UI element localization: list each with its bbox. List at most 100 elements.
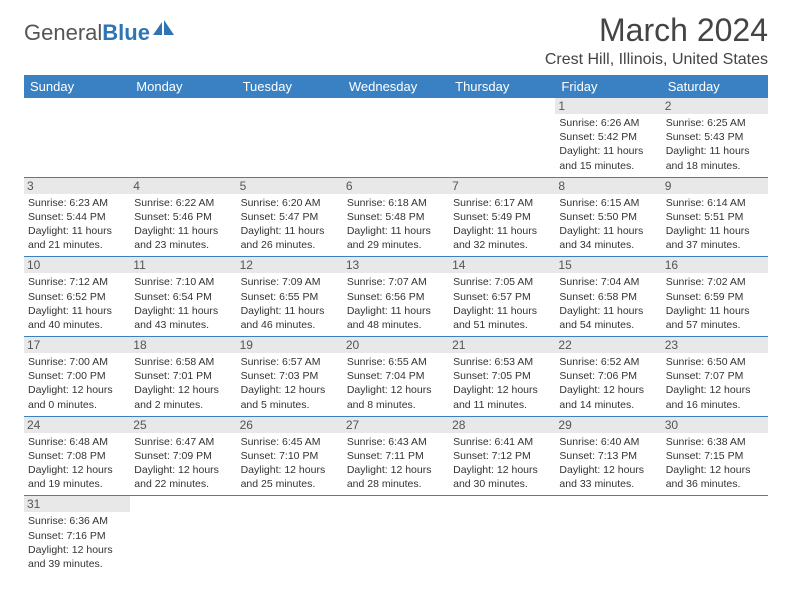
day-content: Sunrise: 6:45 AMSunset: 7:10 PMDaylight:… — [241, 435, 339, 492]
calendar-cell — [662, 496, 768, 575]
day-content: Sunrise: 7:04 AMSunset: 6:58 PMDaylight:… — [559, 275, 657, 332]
calendar-cell: 13 Sunrise: 7:07 AMSunset: 6:56 PMDayligh… — [343, 257, 449, 337]
calendar-cell: 14 Sunrise: 7:05 AMSunset: 6:57 PMDayligh… — [449, 257, 555, 337]
day-content: Sunrise: 6:55 AMSunset: 7:04 PMDaylight:… — [347, 355, 445, 412]
day-number: 12 — [237, 257, 343, 273]
calendar-week: 1Sunrise: 6:26 AMSunset: 5:42 PMDaylight… — [24, 98, 768, 177]
day-content: Sunrise: 7:09 AMSunset: 6:55 PMDaylight:… — [241, 275, 339, 332]
calendar-cell: 31Sunrise: 6:36 AMSunset: 7:16 PMDayligh… — [24, 496, 130, 575]
day-number: 31 — [24, 496, 130, 512]
day-number: 13 — [343, 257, 449, 273]
day-number: 19 — [237, 337, 343, 353]
day-content: Sunrise: 6:25 AMSunset: 5:43 PMDaylight:… — [666, 116, 764, 173]
calendar-cell: 5Sunrise: 6:20 AMSunset: 5:47 PMDaylight… — [237, 177, 343, 257]
day-number: 16 — [662, 257, 768, 273]
calendar-cell: 4 Sunrise: 6:22 AMSunset: 5:46 PMDaylight… — [130, 177, 236, 257]
header: GeneralBlue March 2024 Crest Hill, Illin… — [24, 12, 768, 69]
calendar-cell: 3 Sunrise: 6:23 AMSunset: 5:44 PMDaylight… — [24, 177, 130, 257]
day-number: 4 — [130, 178, 236, 194]
calendar-week: 31Sunrise: 6:36 AMSunset: 7:16 PMDayligh… — [24, 496, 768, 575]
day-header: Monday — [130, 75, 236, 98]
calendar-cell: 15Sunrise: 7:04 AMSunset: 6:58 PMDayligh… — [555, 257, 661, 337]
calendar-cell: 21 Sunrise: 6:53 AMSunset: 7:05 PMDayligh… — [449, 337, 555, 417]
calendar-cell — [24, 98, 130, 177]
calendar-cell: 17 Sunrise: 7:00 AMSunset: 7:00 PMDayligh… — [24, 337, 130, 417]
calendar-cell: 7Sunrise: 6:17 AMSunset: 5:49 PMDaylight… — [449, 177, 555, 257]
day-number: 3 — [24, 178, 130, 194]
calendar-cell — [130, 98, 236, 177]
calendar-cell: 25 Sunrise: 6:47 AMSunset: 7:09 PMDayligh… — [130, 416, 236, 496]
day-number: 25 — [130, 417, 236, 433]
day-content: Sunrise: 6:15 AMSunset: 5:50 PMDaylight:… — [559, 196, 657, 253]
day-content: Sunrise: 6:43 AMSunset: 7:11 PMDaylight:… — [347, 435, 445, 492]
calendar-body: 1Sunrise: 6:26 AMSunset: 5:42 PMDaylight… — [24, 98, 768, 575]
logo: GeneralBlue — [24, 20, 175, 46]
calendar-cell — [343, 496, 449, 575]
day-content: Sunrise: 6:52 AMSunset: 7:06 PMDaylight:… — [559, 355, 657, 412]
calendar-cell: 29Sunrise: 6:40 AMSunset: 7:13 PMDayligh… — [555, 416, 661, 496]
day-content: Sunrise: 6:48 AMSunset: 7:08 PMDaylight:… — [28, 435, 126, 492]
calendar-cell — [555, 496, 661, 575]
day-number: 17 — [24, 337, 130, 353]
calendar-cell — [449, 496, 555, 575]
month-title: March 2024 — [545, 12, 768, 49]
day-header: Saturday — [662, 75, 768, 98]
calendar-cell: 19 Sunrise: 6:57 AMSunset: 7:03 PMDayligh… — [237, 337, 343, 417]
calendar-week: 17 Sunrise: 7:00 AMSunset: 7:00 PMDayligh… — [24, 337, 768, 417]
day-number: 5 — [237, 178, 343, 194]
day-number: 2 — [662, 98, 768, 114]
day-number: 22 — [555, 337, 661, 353]
calendar-cell — [449, 98, 555, 177]
calendar-cell: 23 Sunrise: 6:50 AMSunset: 7:07 PMDayligh… — [662, 337, 768, 417]
day-header: Thursday — [449, 75, 555, 98]
location: Crest Hill, Illinois, United States — [545, 51, 768, 69]
calendar-week: 10Sunrise: 7:12 AMSunset: 6:52 PMDayligh… — [24, 257, 768, 337]
day-content: Sunrise: 7:10 AMSunset: 6:54 PMDaylight:… — [134, 275, 232, 332]
day-number: 20 — [343, 337, 449, 353]
day-content: Sunrise: 7:12 AMSunset: 6:52 PMDaylight:… — [28, 275, 126, 332]
calendar-cell: 1Sunrise: 6:26 AMSunset: 5:42 PMDaylight… — [555, 98, 661, 177]
day-content: Sunrise: 6:26 AMSunset: 5:42 PMDaylight:… — [559, 116, 657, 173]
day-content: Sunrise: 6:22 AMSunset: 5:46 PMDaylight:… — [134, 196, 232, 253]
day-content: Sunrise: 7:05 AMSunset: 6:57 PMDaylight:… — [453, 275, 551, 332]
day-content: Sunrise: 6:23 AMSunset: 5:44 PMDaylight:… — [28, 196, 126, 253]
day-header: Tuesday — [237, 75, 343, 98]
calendar-cell — [130, 496, 236, 575]
calendar-cell: 12 Sunrise: 7:09 AMSunset: 6:55 PMDayligh… — [237, 257, 343, 337]
day-header: Friday — [555, 75, 661, 98]
calendar-cell: 18Sunrise: 6:58 AMSunset: 7:01 PMDayligh… — [130, 337, 236, 417]
calendar-cell: 24Sunrise: 6:48 AMSunset: 7:08 PMDayligh… — [24, 416, 130, 496]
calendar-cell: 28Sunrise: 6:41 AMSunset: 7:12 PMDayligh… — [449, 416, 555, 496]
day-content: Sunrise: 7:00 AMSunset: 7:00 PMDaylight:… — [28, 355, 126, 412]
title-block: March 2024 Crest Hill, Illinois, United … — [545, 12, 768, 69]
day-content: Sunrise: 7:02 AMSunset: 6:59 PMDaylight:… — [666, 275, 764, 332]
logo-text-2: Blue — [102, 20, 150, 46]
calendar-cell: 22 Sunrise: 6:52 AMSunset: 7:06 PMDayligh… — [555, 337, 661, 417]
day-content: Sunrise: 6:57 AMSunset: 7:03 PMDaylight:… — [241, 355, 339, 412]
day-number: 21 — [449, 337, 555, 353]
day-number: 23 — [662, 337, 768, 353]
calendar-cell: 26Sunrise: 6:45 AMSunset: 7:10 PMDayligh… — [237, 416, 343, 496]
calendar-cell: 9Sunrise: 6:14 AMSunset: 5:51 PMDaylight… — [662, 177, 768, 257]
day-number: 30 — [662, 417, 768, 433]
day-number: 6 — [343, 178, 449, 194]
calendar-cell: 8Sunrise: 6:15 AMSunset: 5:50 PMDaylight… — [555, 177, 661, 257]
day-content: Sunrise: 6:50 AMSunset: 7:07 PMDaylight:… — [666, 355, 764, 412]
calendar-cell: 6Sunrise: 6:18 AMSunset: 5:48 PMDaylight… — [343, 177, 449, 257]
day-number: 7 — [449, 178, 555, 194]
day-content: Sunrise: 6:53 AMSunset: 7:05 PMDaylight:… — [453, 355, 551, 412]
day-content: Sunrise: 6:14 AMSunset: 5:51 PMDaylight:… — [666, 196, 764, 253]
day-header-row: SundayMondayTuesdayWednesdayThursdayFrid… — [24, 75, 768, 98]
day-content: Sunrise: 6:38 AMSunset: 7:15 PMDaylight:… — [666, 435, 764, 492]
calendar-cell: 10Sunrise: 7:12 AMSunset: 6:52 PMDayligh… — [24, 257, 130, 337]
calendar-table: SundayMondayTuesdayWednesdayThursdayFrid… — [24, 75, 768, 575]
calendar-week: 24Sunrise: 6:48 AMSunset: 7:08 PMDayligh… — [24, 416, 768, 496]
calendar-cell — [237, 98, 343, 177]
day-number: 14 — [449, 257, 555, 273]
day-header: Wednesday — [343, 75, 449, 98]
day-number: 28 — [449, 417, 555, 433]
logo-text-1: General — [24, 20, 102, 46]
day-content: Sunrise: 6:47 AMSunset: 7:09 PMDaylight:… — [134, 435, 232, 492]
day-content: Sunrise: 6:40 AMSunset: 7:13 PMDaylight:… — [559, 435, 657, 492]
day-content: Sunrise: 7:07 AMSunset: 6:56 PMDaylight:… — [347, 275, 445, 332]
